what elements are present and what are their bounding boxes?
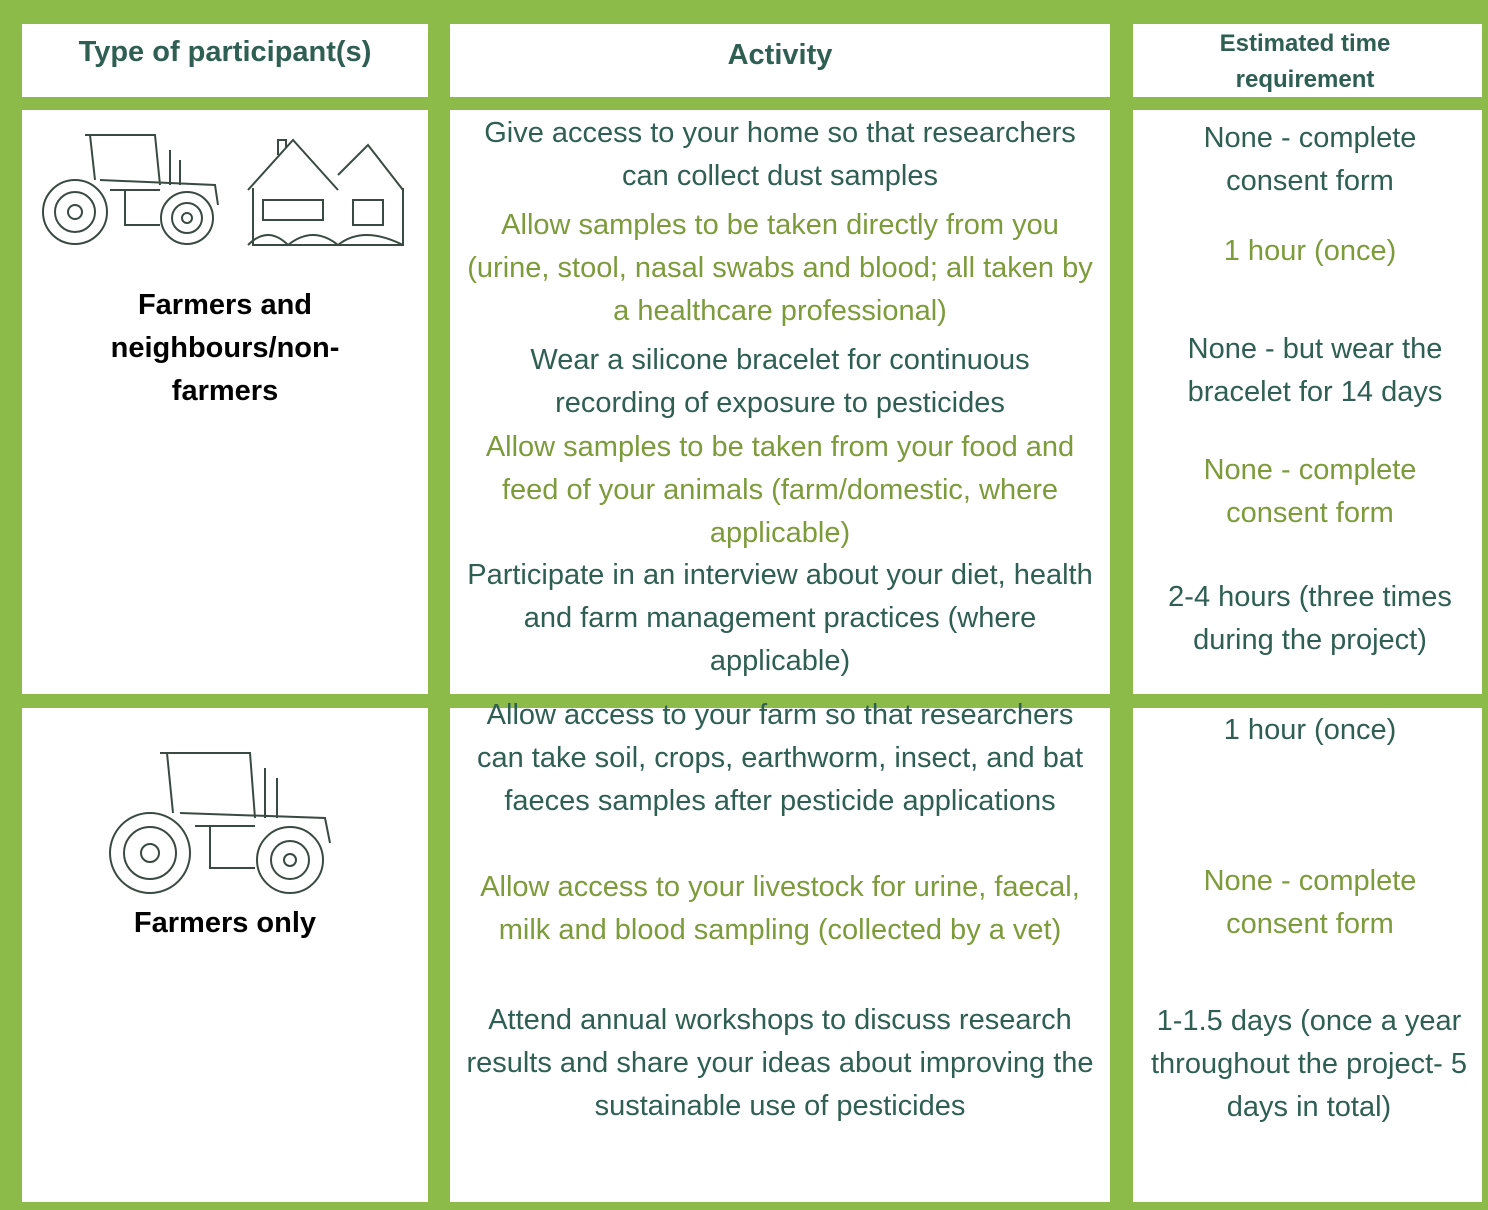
participant-label: Farmers and neighbours/non-farmers [110, 289, 340, 407]
cell [450, 708, 1110, 1202]
time: 1 hour (once) [1223, 235, 1397, 267]
activity: Participate in an interview about your d… [467, 559, 1093, 677]
cell [22, 708, 428, 1202]
cell [22, 110, 428, 694]
activity: Allow access to your livestock for urine… [480, 871, 1080, 946]
time: 1-1.5 days (once a year throughout the p… [1151, 1005, 1467, 1123]
activity: Allow samples to be taken from your food… [485, 431, 1075, 549]
cell [1133, 110, 1482, 694]
activity: Allow samples to be taken directly from … [467, 209, 1093, 327]
activity: Allow access to your farm so that resear… [476, 699, 1084, 817]
time: None - but wear the bracelet for 14 days [1187, 333, 1443, 408]
header-cell [1133, 24, 1482, 97]
tractor-icon [42, 134, 219, 245]
tractor-icon [109, 752, 331, 894]
time: 1 hour (once) [1223, 714, 1397, 746]
cell [1133, 708, 1482, 1202]
header-cell [450, 24, 1110, 97]
time: None - complete consent form [1203, 122, 1417, 197]
header-cell [22, 24, 428, 97]
header-text: Estimated time requirement [1219, 30, 1391, 93]
activity: Attend annual workshops to discuss resea… [466, 1004, 1094, 1122]
activity: Wear a silicone bracelet for continuous … [530, 344, 1030, 419]
time: 2-4 hours (three times during the projec… [1168, 581, 1452, 656]
time: None - complete consent form [1203, 865, 1417, 940]
header-text: Activity [727, 39, 833, 71]
header-text: Type of participant(s) [78, 36, 372, 68]
time: None - complete consent form [1203, 454, 1417, 529]
activity: Give access to your home so that researc… [484, 117, 1076, 192]
participant-label: Farmers only [133, 907, 317, 939]
house-icon [247, 138, 404, 247]
cell [450, 110, 1110, 694]
